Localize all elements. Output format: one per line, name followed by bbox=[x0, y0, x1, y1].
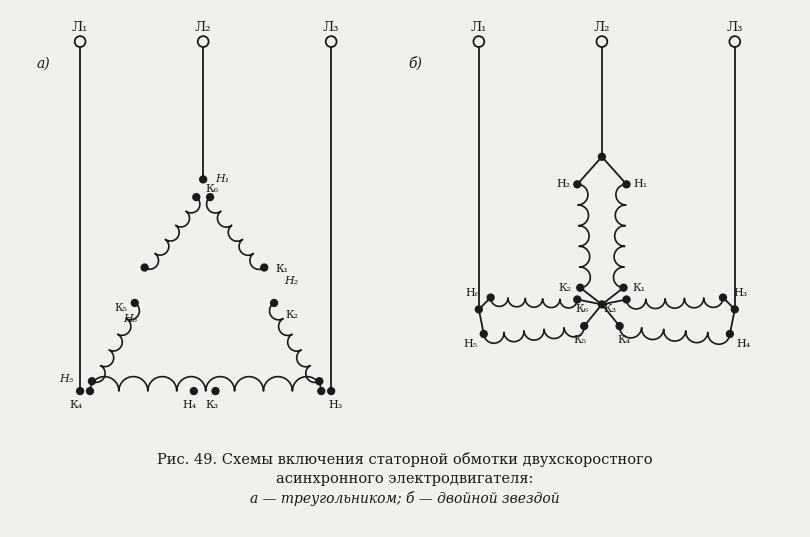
Text: Н₂: Н₂ bbox=[556, 179, 570, 190]
Circle shape bbox=[480, 330, 487, 337]
Text: Л₁: Л₁ bbox=[72, 21, 88, 34]
Circle shape bbox=[190, 388, 198, 395]
Circle shape bbox=[131, 300, 139, 307]
Circle shape bbox=[88, 378, 96, 384]
Text: Л₃: Л₃ bbox=[323, 21, 339, 34]
Text: К₄: К₄ bbox=[617, 335, 630, 345]
Circle shape bbox=[212, 388, 219, 395]
Circle shape bbox=[328, 388, 335, 395]
Text: а — треугольником; б — двойной звездой: а — треугольником; б — двойной звездой bbox=[250, 491, 560, 506]
Circle shape bbox=[573, 181, 581, 188]
Text: Л₂: Л₂ bbox=[594, 21, 610, 34]
Text: Н₂: Н₂ bbox=[284, 277, 298, 286]
Text: Н₅: Н₅ bbox=[463, 339, 477, 349]
Circle shape bbox=[719, 294, 727, 301]
Circle shape bbox=[318, 388, 325, 395]
Text: К₄: К₄ bbox=[70, 400, 83, 410]
Text: а): а) bbox=[37, 56, 50, 70]
Text: Н₁: Н₁ bbox=[633, 179, 647, 190]
Circle shape bbox=[193, 194, 200, 201]
Text: Н₁: Н₁ bbox=[215, 175, 229, 184]
Text: К₂: К₂ bbox=[558, 282, 571, 293]
Text: Н₄: Н₄ bbox=[736, 339, 751, 349]
Circle shape bbox=[599, 154, 605, 160]
Circle shape bbox=[616, 323, 623, 330]
Text: К₆: К₆ bbox=[206, 184, 219, 194]
Text: К₁: К₁ bbox=[633, 282, 646, 293]
Circle shape bbox=[623, 181, 630, 188]
Text: К₆: К₆ bbox=[576, 304, 589, 314]
Text: Н₄: Н₄ bbox=[183, 400, 197, 410]
Circle shape bbox=[620, 284, 627, 291]
Text: К₁: К₁ bbox=[275, 265, 288, 274]
Text: Н₅: Н₅ bbox=[59, 374, 74, 384]
Text: Рис. 49. Схемы включения статорной обмотки двухскоростного: Рис. 49. Схемы включения статорной обмот… bbox=[157, 452, 653, 467]
Circle shape bbox=[87, 388, 93, 395]
Circle shape bbox=[200, 176, 207, 183]
Text: К₅: К₅ bbox=[114, 303, 127, 313]
Text: К₃: К₃ bbox=[603, 304, 616, 314]
Circle shape bbox=[141, 264, 148, 271]
Text: Н₆: Н₆ bbox=[466, 288, 480, 297]
Text: Н₃: Н₃ bbox=[328, 400, 343, 410]
Circle shape bbox=[487, 294, 494, 301]
Text: Л₃: Л₃ bbox=[727, 21, 743, 34]
Text: Л₂: Л₂ bbox=[195, 21, 211, 34]
Circle shape bbox=[731, 306, 738, 313]
Text: К₂: К₂ bbox=[285, 310, 298, 320]
Circle shape bbox=[77, 388, 83, 395]
Text: К₅: К₅ bbox=[573, 335, 586, 345]
Text: Л₁: Л₁ bbox=[471, 21, 487, 34]
Circle shape bbox=[475, 306, 482, 313]
Circle shape bbox=[599, 301, 605, 308]
Text: б): б) bbox=[408, 56, 422, 70]
Text: К₃: К₃ bbox=[205, 400, 218, 410]
Circle shape bbox=[573, 296, 581, 303]
Circle shape bbox=[581, 323, 587, 330]
Text: асинхронного электродвигателя:: асинхронного электродвигателя: bbox=[276, 472, 534, 486]
Circle shape bbox=[316, 378, 323, 384]
Circle shape bbox=[271, 300, 278, 307]
Text: Н₃: Н₃ bbox=[734, 288, 748, 297]
Circle shape bbox=[623, 296, 630, 303]
Text: Н₆: Н₆ bbox=[122, 314, 137, 324]
Circle shape bbox=[261, 264, 267, 271]
Circle shape bbox=[207, 194, 214, 201]
Circle shape bbox=[577, 284, 584, 291]
Circle shape bbox=[727, 330, 733, 337]
